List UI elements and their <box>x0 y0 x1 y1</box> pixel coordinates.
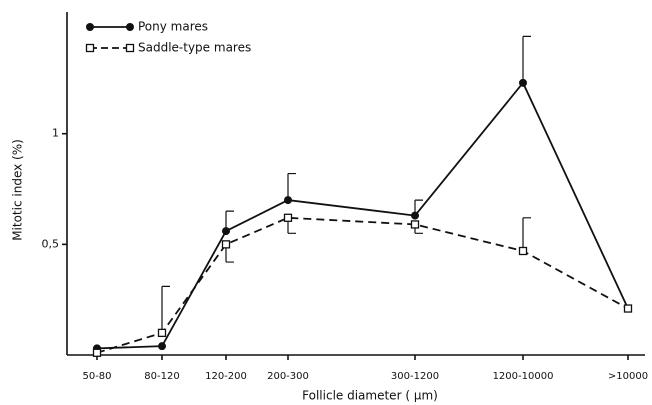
data-point <box>410 220 420 229</box>
y-tick-label: 1 <box>52 127 59 140</box>
error-bar <box>287 172 296 201</box>
series-line <box>96 216 629 354</box>
legend-marker <box>86 23 94 31</box>
y-axis-label: Mitotic index (%) <box>11 139 25 241</box>
data-point <box>158 342 166 351</box>
x-tick-label: 1200-10000 <box>493 371 554 382</box>
x-tick-label: >10000 <box>608 371 648 382</box>
data-point <box>284 196 292 205</box>
x-tick-label: 120-200 <box>205 371 247 382</box>
data-point <box>92 348 102 357</box>
data-point <box>411 211 419 220</box>
error-bar <box>522 35 531 83</box>
data-point <box>519 78 527 87</box>
x-tick-label: 200-300 <box>267 371 309 382</box>
legend-label: Pony mares <box>138 20 208 34</box>
data-point <box>222 227 230 236</box>
x-tick-label: 300-1200 <box>391 371 439 382</box>
error-bar <box>161 285 170 333</box>
data-point <box>283 213 293 222</box>
data-point <box>518 246 528 256</box>
x-tick-label: 80-120 <box>144 371 179 382</box>
x-axis-label: Follicle diameter ( µm) <box>302 389 438 403</box>
data-point <box>623 304 633 313</box>
data-point <box>157 328 167 338</box>
x-tick-label: 50-80 <box>82 371 111 382</box>
legend-label: Saddle-type mares <box>138 41 251 55</box>
y-tick-label: 0,5 <box>42 237 60 250</box>
series-line <box>96 81 629 350</box>
legend-marker <box>125 43 135 53</box>
error-bar <box>522 217 531 251</box>
legend-marker <box>85 43 95 53</box>
legend-marker <box>126 23 134 31</box>
data-point <box>221 240 231 249</box>
